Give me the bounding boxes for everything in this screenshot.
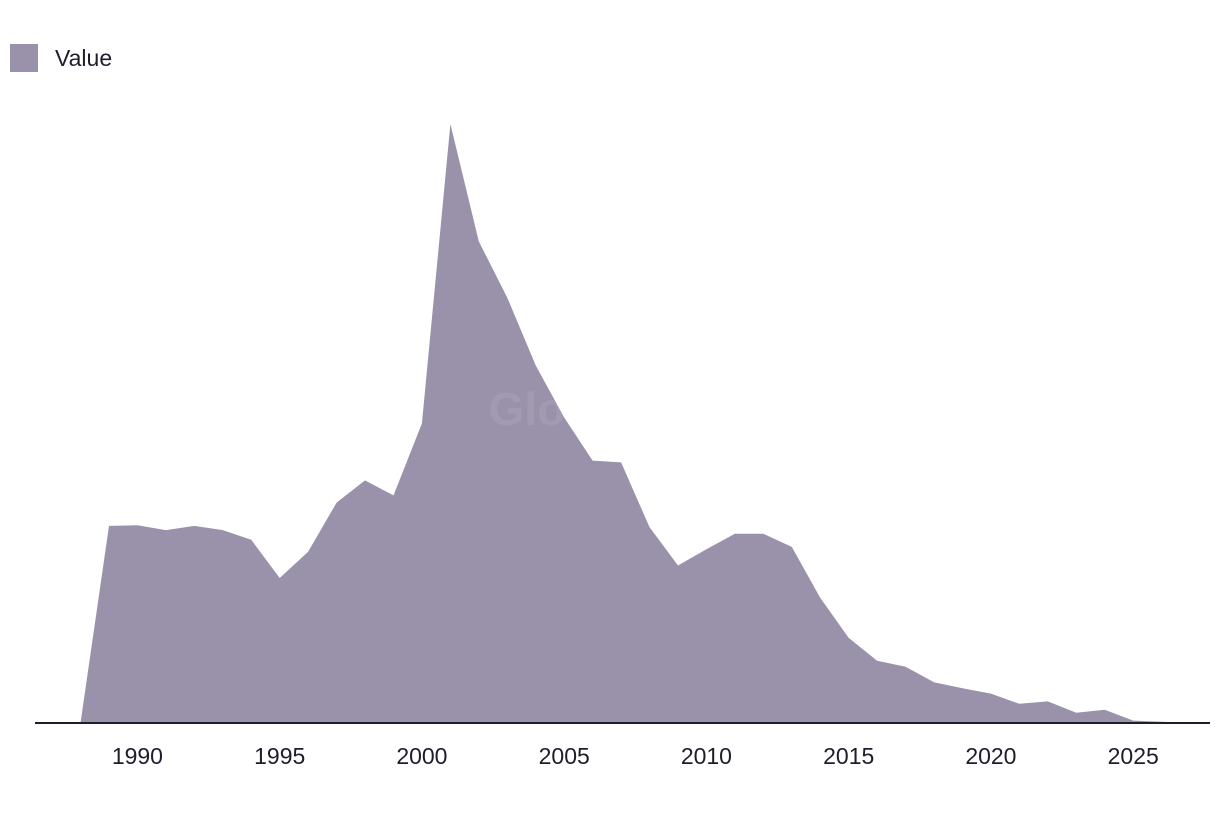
plot-area [80, 124, 1191, 723]
x-axis-ticks: 1990 1995 2000 2005 2010 2015 2020 2025 [112, 743, 1159, 769]
x-tick-label-1995: 1995 [254, 743, 305, 769]
watermark: GlobalData [489, 383, 732, 435]
x-tick-label-2015: 2015 [823, 743, 874, 769]
legend-swatch [10, 44, 38, 72]
x-tick-label-2000: 2000 [396, 743, 447, 769]
x-tick-label-2010: 2010 [681, 743, 732, 769]
x-tick-label-2005: 2005 [539, 743, 590, 769]
x-tick-label-2020: 2020 [965, 743, 1016, 769]
legend-label: Value [55, 45, 113, 71]
legend: Value [10, 44, 112, 72]
x-tick-label-1990: 1990 [112, 743, 163, 769]
x-tick-label-2025: 2025 [1108, 743, 1159, 769]
series-area-value [80, 124, 1191, 723]
